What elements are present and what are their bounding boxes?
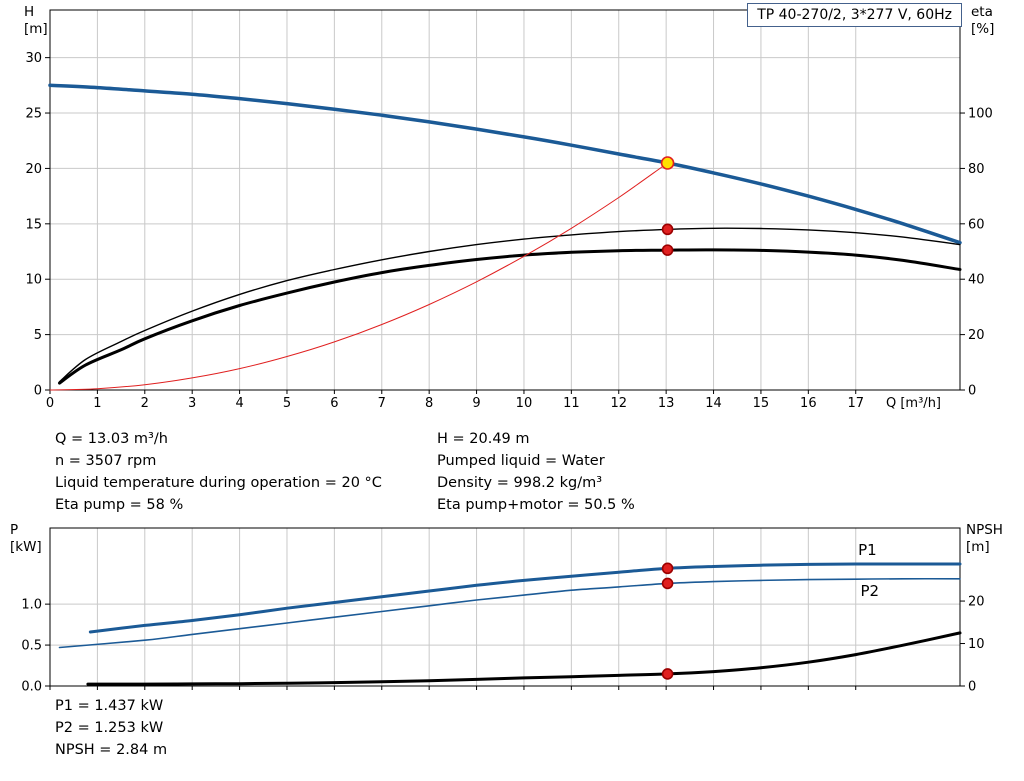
info-flow: Q = 13.03 m³/h [55, 431, 168, 447]
axis-tick-marks [45, 600, 965, 690]
y-left-tick-label: 0 [34, 384, 42, 399]
x-tick-label: 2 [141, 396, 149, 411]
operating-point-info-left: Q = 13.03 m³/h n = 3507 rpm Liquid tempe… [55, 428, 382, 516]
x-tick-label: 16 [800, 396, 817, 411]
npsh-axis-label: NPSH [m] [966, 522, 1003, 556]
p1-curve-label: P1 [858, 541, 877, 559]
info-head: H = 20.49 m [437, 431, 530, 447]
npsh-axis-unit: [m] [966, 539, 990, 555]
x-tick-label: 13 [658, 396, 675, 411]
head-axis-unit: [m] [24, 21, 48, 37]
axis-tick-labels: 0.0 0.5 1.0 0 10 20 [21, 595, 984, 692]
system-curve [49, 162, 669, 391]
eta-pump-motor-curve [58, 248, 962, 385]
duty-point-eta-pump-motor[interactable] [661, 244, 674, 256]
duty-point-npsh[interactable] [661, 668, 674, 680]
x-tick-label: 9 [472, 396, 480, 411]
duty-point-head[interactable] [660, 156, 675, 170]
x-tick-label: 3 [188, 396, 196, 411]
x-tick-label: 8 [425, 396, 433, 411]
y-left-tick-label: 20 [25, 162, 42, 177]
y-right-tick-label: 20 [968, 328, 985, 343]
y-right-tick-label: 20 [968, 595, 985, 610]
x-tick-label: 12 [610, 396, 627, 411]
y-left-tick-label: 0.0 [21, 680, 42, 693]
y-right-tick-label: 60 [968, 217, 985, 232]
info-pumped-liquid: Pumped liquid = Water [437, 453, 605, 469]
info-liquid-temperature: Liquid temperature during operation = 20… [55, 475, 382, 491]
npsh-axis-name: NPSH [966, 522, 1003, 538]
eta-axis-unit: [%] [971, 21, 995, 37]
head-curve [48, 83, 962, 245]
power-axis-label: P [kW] [10, 522, 42, 556]
x-tick-label: 11 [563, 396, 580, 411]
duty-point-eta-pump[interactable] [661, 223, 674, 236]
info-npsh: NPSH = 2.84 m [55, 742, 168, 758]
y-left-tick-label: 10 [25, 273, 42, 288]
eta-pump-curve [58, 227, 961, 383]
y-left-tick-label: 15 [25, 217, 42, 232]
x-tick-label: 0 [46, 396, 54, 411]
x-tick-label: 14 [705, 396, 722, 411]
info-speed: n = 3507 rpm [55, 453, 157, 469]
power-axis-name: P [10, 522, 19, 538]
head-axis-name: H [24, 4, 35, 20]
y-right-tick-label: 0 [968, 384, 976, 399]
eta-axis-name: eta [971, 4, 993, 20]
info-p1: P1 = 1.437 kW [55, 698, 164, 714]
info-p2: P2 = 1.253 kW [55, 720, 164, 736]
head-efficiency-chart: 0 1 2 3 4 5 6 7 8 9 10 11 12 13 14 15 16 1705101520253002… [25, 9, 993, 411]
x-tick-label: 1 [93, 396, 101, 411]
duty-point-p2[interactable] [661, 577, 674, 590]
p1-curve [88, 562, 962, 634]
flow-axis-label: Q [m³/h] [886, 396, 942, 411]
power-npsh-chart: 0.0 0.5 1.0 0 10 20 P1 P2 [21, 527, 985, 692]
y-left-tick-label: 1.0 [21, 598, 42, 613]
x-tick-label: 5 [283, 396, 291, 411]
pump-type-title-box: TP 40-270/2, 3*277 V, 60Hz [747, 3, 962, 27]
y-right-tick-label: 0 [968, 680, 976, 693]
plot-border [49, 527, 961, 687]
info-density: Density = 998.2 kg/m³ [437, 475, 603, 491]
power-axis-unit: [kW] [10, 539, 42, 555]
y-right-tick-label: 10 [968, 637, 985, 652]
gridlines [50, 528, 960, 686]
duty-point-p1[interactable] [661, 562, 674, 575]
y-left-tick-label: 0.5 [21, 639, 42, 654]
y-left-tick-label: 30 [25, 51, 42, 66]
npsh-curve [86, 631, 962, 686]
head-axis-label: H [m] [24, 4, 48, 38]
y-right-tick-label: 40 [968, 273, 985, 288]
p2-curve [58, 577, 961, 649]
y-left-tick-label: 25 [25, 107, 42, 122]
axis-tick-marks [45, 57, 965, 394]
x-tick-label: 6 [330, 396, 338, 411]
y-right-tick-label: 80 [968, 162, 985, 177]
info-eta-pump-motor: Eta pump+motor = 50.5 % [437, 497, 635, 513]
info-eta-pump: Eta pump = 58 % [55, 497, 184, 513]
gridlines [50, 10, 960, 390]
x-tick-label: 15 [753, 396, 770, 411]
plot-border [49, 9, 961, 391]
eta-axis-label: eta [%] [971, 4, 994, 38]
y-left-tick-label: 5 [34, 328, 42, 343]
y-right-tick-label: 100 [968, 107, 993, 122]
x-tick-label: 7 [378, 396, 386, 411]
x-tick-label: 10 [516, 396, 533, 411]
x-tick-label: 4 [235, 396, 243, 411]
operating-point-info-right: H = 20.49 m Pumped liquid = Water Densit… [437, 428, 635, 516]
p2-curve-label: P2 [860, 582, 879, 600]
power-npsh-info: P1 = 1.437 kW P2 = 1.253 kW NPSH = 2.84 … [55, 695, 167, 761]
axis-tick-labels: 0 1 2 3 4 5 6 7 8 9 10 11 12 13 14 15 16 1705101520253002… [25, 51, 992, 411]
x-tick-label: 17 [847, 396, 864, 411]
